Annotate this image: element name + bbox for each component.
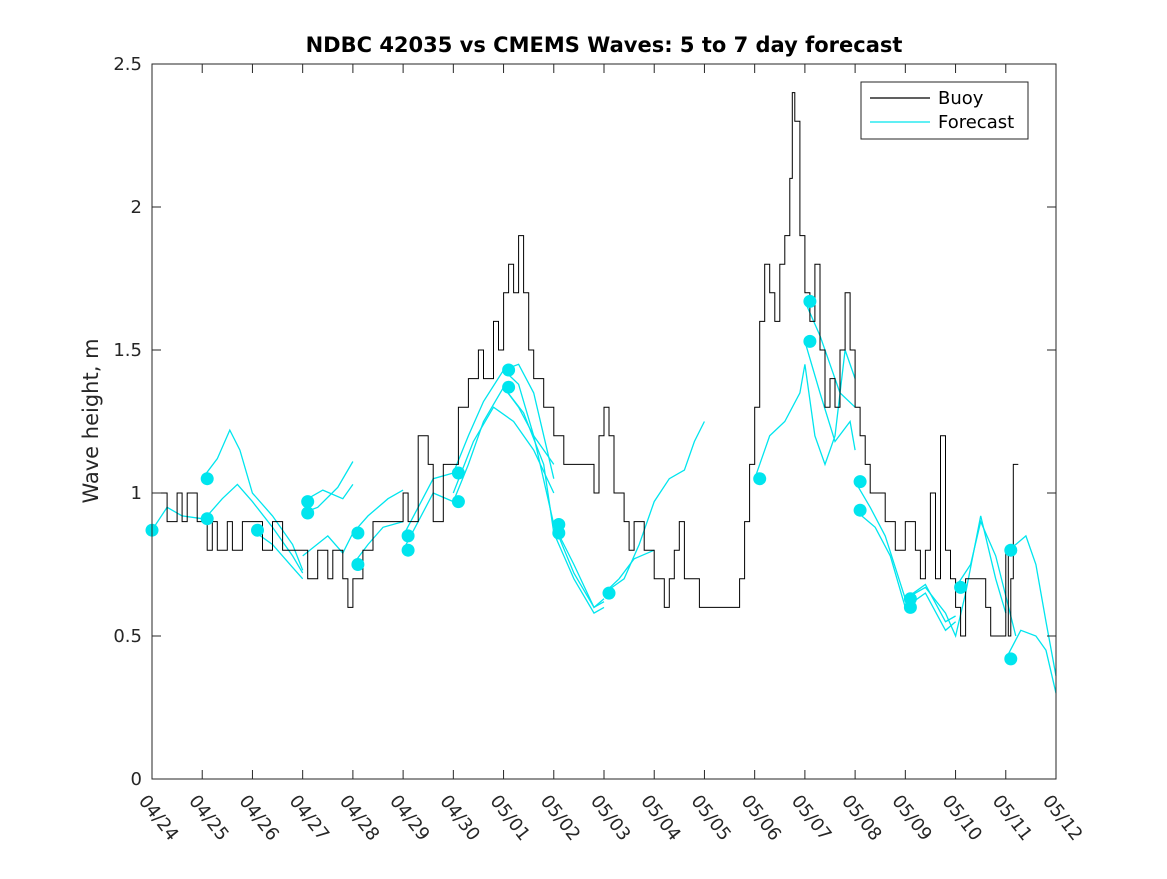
y-tick-label: 1.5	[113, 340, 142, 361]
y-tick-label: 2.5	[113, 54, 142, 75]
x-tick-label: 04/26	[235, 791, 283, 845]
forecast-marker-6	[351, 526, 365, 540]
legend-label-buoy: Buoy	[938, 88, 984, 109]
forecast-line-1	[201, 428, 304, 571]
forecast-line-21	[804, 341, 856, 451]
forecast-marker-19	[803, 334, 817, 348]
forecast-marker-18	[803, 294, 817, 308]
forecast-line-8	[352, 520, 404, 565]
x-tick-label: 04/28	[335, 791, 383, 845]
forecast-marker-1	[200, 472, 214, 486]
forecast-marker-23	[903, 600, 917, 614]
forecast-marker-25	[1004, 543, 1018, 557]
forecast-marker-5	[301, 506, 315, 520]
chart-title: NDBC 42035 vs CMEMS Waves: 5 to 7 day fo…	[306, 33, 903, 57]
x-tick-label: 04/24	[134, 791, 182, 845]
forecast-marker-12	[502, 363, 516, 377]
forecast-line-4	[302, 484, 354, 503]
x-tick-label: 05/12	[1038, 791, 1086, 845]
forecast-marker-2	[200, 512, 214, 526]
forecast-marker-26	[1004, 652, 1018, 666]
forecast-marker-7	[351, 558, 365, 571]
y-tick-label: 0.5	[113, 626, 142, 647]
x-tick-label: 05/07	[787, 791, 835, 845]
x-tick-label: 04/25	[184, 791, 232, 845]
forecast-marker-8	[401, 529, 415, 543]
x-tick-label: 05/06	[737, 791, 785, 845]
forecast-line-6	[302, 532, 354, 557]
forecast-marker-11	[451, 495, 465, 509]
y-tick-label: 1	[131, 483, 142, 504]
forecast-marker-3	[251, 523, 264, 537]
forecast-marker-13	[502, 380, 516, 394]
plot-area: 00.511.522.504/24 04/25 04/26 04/27 04/28 04/…	[113, 54, 1086, 845]
x-tick-label: 05/03	[586, 791, 634, 845]
legend-box	[860, 81, 1029, 140]
forecast-line-27	[1005, 629, 1057, 694]
forecast-marker-24	[954, 580, 968, 594]
x-tick-label: 05/09	[887, 791, 935, 845]
legend-label-forecast: Forecast	[938, 112, 1014, 133]
y-tick-label: 2	[131, 197, 142, 218]
forecast-marker-10	[451, 466, 465, 480]
x-tick-label: 04/27	[285, 791, 333, 845]
x-tick-label: 05/05	[687, 791, 735, 845]
x-tick-label: 04/30	[435, 791, 483, 845]
forecast-line-7	[352, 489, 404, 534]
forecast-line-16	[553, 524, 605, 609]
forecast-line-0	[151, 506, 203, 531]
x-tick-label: 05/01	[486, 791, 534, 845]
x-tick-label: 05/10	[938, 791, 986, 845]
y-axis-label: Wave height, m	[79, 338, 103, 503]
x-tick-label: 05/08	[837, 791, 885, 845]
x-tick-label: 05/11	[988, 791, 1036, 845]
forecast-marker-16	[602, 586, 616, 600]
forecast-line-9	[402, 472, 454, 537]
forecast-line-2	[201, 483, 304, 574]
forecast-line-20	[804, 301, 856, 408]
forecast-marker-17	[753, 472, 767, 486]
x-tick-label: 05/02	[536, 791, 584, 845]
forecast-line-13	[452, 406, 555, 494]
forecast-marker-4	[301, 495, 315, 509]
forecast-line-25	[955, 519, 1017, 637]
forecast-line-18	[603, 421, 705, 594]
forecast-marker-21	[853, 503, 867, 517]
y-tick-label: 0	[131, 769, 142, 790]
x-tick-label: 04/29	[385, 791, 433, 845]
forecast-marker-9	[401, 543, 415, 557]
forecast-marker-20	[853, 475, 867, 489]
forecast-marker-15	[552, 526, 566, 540]
forecast-line-17	[603, 549, 655, 594]
forecast-line-3	[252, 529, 304, 580]
legend: Buoy Forecast	[860, 81, 1029, 140]
buoy-line	[152, 92, 1019, 637]
x-tick-label: 05/04	[636, 791, 684, 845]
